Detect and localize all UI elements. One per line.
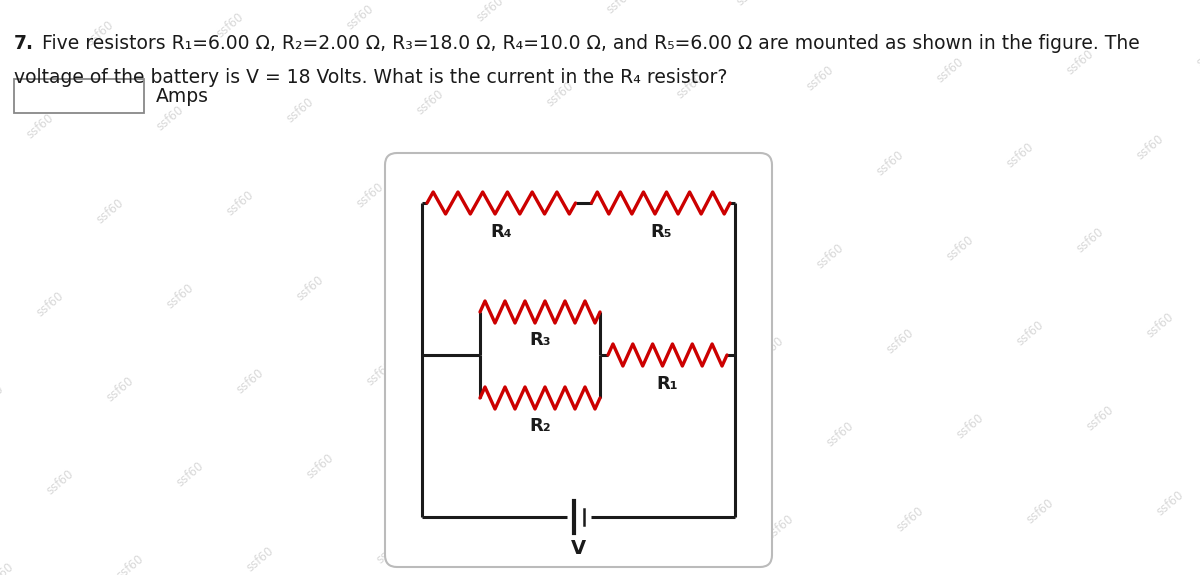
Text: ssf60: ssf60 <box>624 342 656 372</box>
Text: ssf60: ssf60 <box>114 552 146 575</box>
Text: ssf60: ssf60 <box>0 382 6 412</box>
Text: ssf60: ssf60 <box>564 435 596 465</box>
Text: ssf60: ssf60 <box>94 196 126 226</box>
Text: ssf60: ssf60 <box>744 156 776 186</box>
Text: ssf60: ssf60 <box>214 10 246 40</box>
Text: R₃: R₃ <box>529 331 551 349</box>
Text: V: V <box>571 539 586 558</box>
Text: ssf60: ssf60 <box>234 366 266 396</box>
Text: ssf60: ssf60 <box>934 55 966 85</box>
Text: ssf60: ssf60 <box>684 249 716 279</box>
Text: ssf60: ssf60 <box>0 560 16 575</box>
Text: ssf60: ssf60 <box>814 241 846 271</box>
Text: ssf60: ssf60 <box>554 257 586 287</box>
Text: ssf60: ssf60 <box>1074 225 1106 255</box>
Text: ssf60: ssf60 <box>244 544 276 574</box>
Text: ssf60: ssf60 <box>1154 488 1186 518</box>
Text: ssf60: ssf60 <box>504 528 536 558</box>
Text: ssf60: ssf60 <box>354 180 386 210</box>
Text: ssf60: ssf60 <box>874 148 906 178</box>
Text: R₅: R₅ <box>650 223 672 241</box>
Text: ssf60: ssf60 <box>174 459 206 489</box>
Text: ssf60: ssf60 <box>1084 403 1116 433</box>
Text: Amps: Amps <box>156 86 209 105</box>
Text: ssf60: ssf60 <box>284 95 316 125</box>
Text: ssf60: ssf60 <box>434 443 466 473</box>
Text: ssf60: ssf60 <box>1194 39 1200 69</box>
Text: ssf60: ssf60 <box>44 467 76 497</box>
Text: ssf60: ssf60 <box>944 233 976 263</box>
Text: ssf60: ssf60 <box>734 0 766 8</box>
Text: ssf60: ssf60 <box>614 164 646 194</box>
Text: ssf60: ssf60 <box>804 63 836 93</box>
Text: ssf60: ssf60 <box>374 536 406 566</box>
Text: ssf60: ssf60 <box>634 520 666 550</box>
Text: ssf60: ssf60 <box>364 358 396 388</box>
Text: ssf60: ssf60 <box>884 326 916 356</box>
Text: ssf60: ssf60 <box>894 504 926 534</box>
Text: ssf60: ssf60 <box>154 103 186 133</box>
Text: ssf60: ssf60 <box>1004 140 1036 170</box>
Text: ssf60: ssf60 <box>84 18 116 48</box>
Text: Five resistors R₁=6.00 Ω, R₂=2.00 Ω, R₃=18.0 Ω, R₄=10.0 Ω, and R₅=6.00 Ω are mou: Five resistors R₁=6.00 Ω, R₂=2.00 Ω, R₃=… <box>36 34 1140 53</box>
Text: ssf60: ssf60 <box>754 334 786 364</box>
Text: ssf60: ssf60 <box>1134 132 1166 162</box>
Text: ssf60: ssf60 <box>164 281 196 311</box>
FancyBboxPatch shape <box>14 79 144 113</box>
Text: ssf60: ssf60 <box>1144 310 1176 340</box>
Text: voltage of the battery is V = 18 Volts. What is the current in the R₄ resistor?: voltage of the battery is V = 18 Volts. … <box>14 68 727 87</box>
Text: ssf60: ssf60 <box>24 111 56 141</box>
Text: R₁: R₁ <box>656 375 678 393</box>
Text: ssf60: ssf60 <box>1064 47 1096 77</box>
Text: ssf60: ssf60 <box>954 411 986 441</box>
Text: R₄: R₄ <box>491 223 512 241</box>
Text: ssf60: ssf60 <box>424 265 456 295</box>
Text: ssf60: ssf60 <box>344 2 376 32</box>
Text: ssf60: ssf60 <box>294 273 326 303</box>
Text: ssf60: ssf60 <box>414 87 446 117</box>
Text: ssf60: ssf60 <box>544 79 576 109</box>
Text: ssf60: ssf60 <box>1014 318 1046 348</box>
Text: ssf60: ssf60 <box>484 172 516 202</box>
Text: ssf60: ssf60 <box>824 419 856 449</box>
Text: ssf60: ssf60 <box>674 71 706 101</box>
Text: ssf60: ssf60 <box>604 0 636 16</box>
Text: 7.: 7. <box>14 34 34 53</box>
Text: R₂: R₂ <box>529 417 551 435</box>
Text: ssf60: ssf60 <box>764 512 796 542</box>
Text: ssf60: ssf60 <box>494 350 526 380</box>
Text: ssf60: ssf60 <box>694 427 726 457</box>
Text: ssf60: ssf60 <box>474 0 506 24</box>
Text: ssf60: ssf60 <box>34 289 66 319</box>
FancyBboxPatch shape <box>385 153 772 567</box>
Text: ssf60: ssf60 <box>224 188 256 218</box>
Text: ssf60: ssf60 <box>304 451 336 481</box>
Text: ssf60: ssf60 <box>1024 496 1056 526</box>
Text: ssf60: ssf60 <box>104 374 136 404</box>
